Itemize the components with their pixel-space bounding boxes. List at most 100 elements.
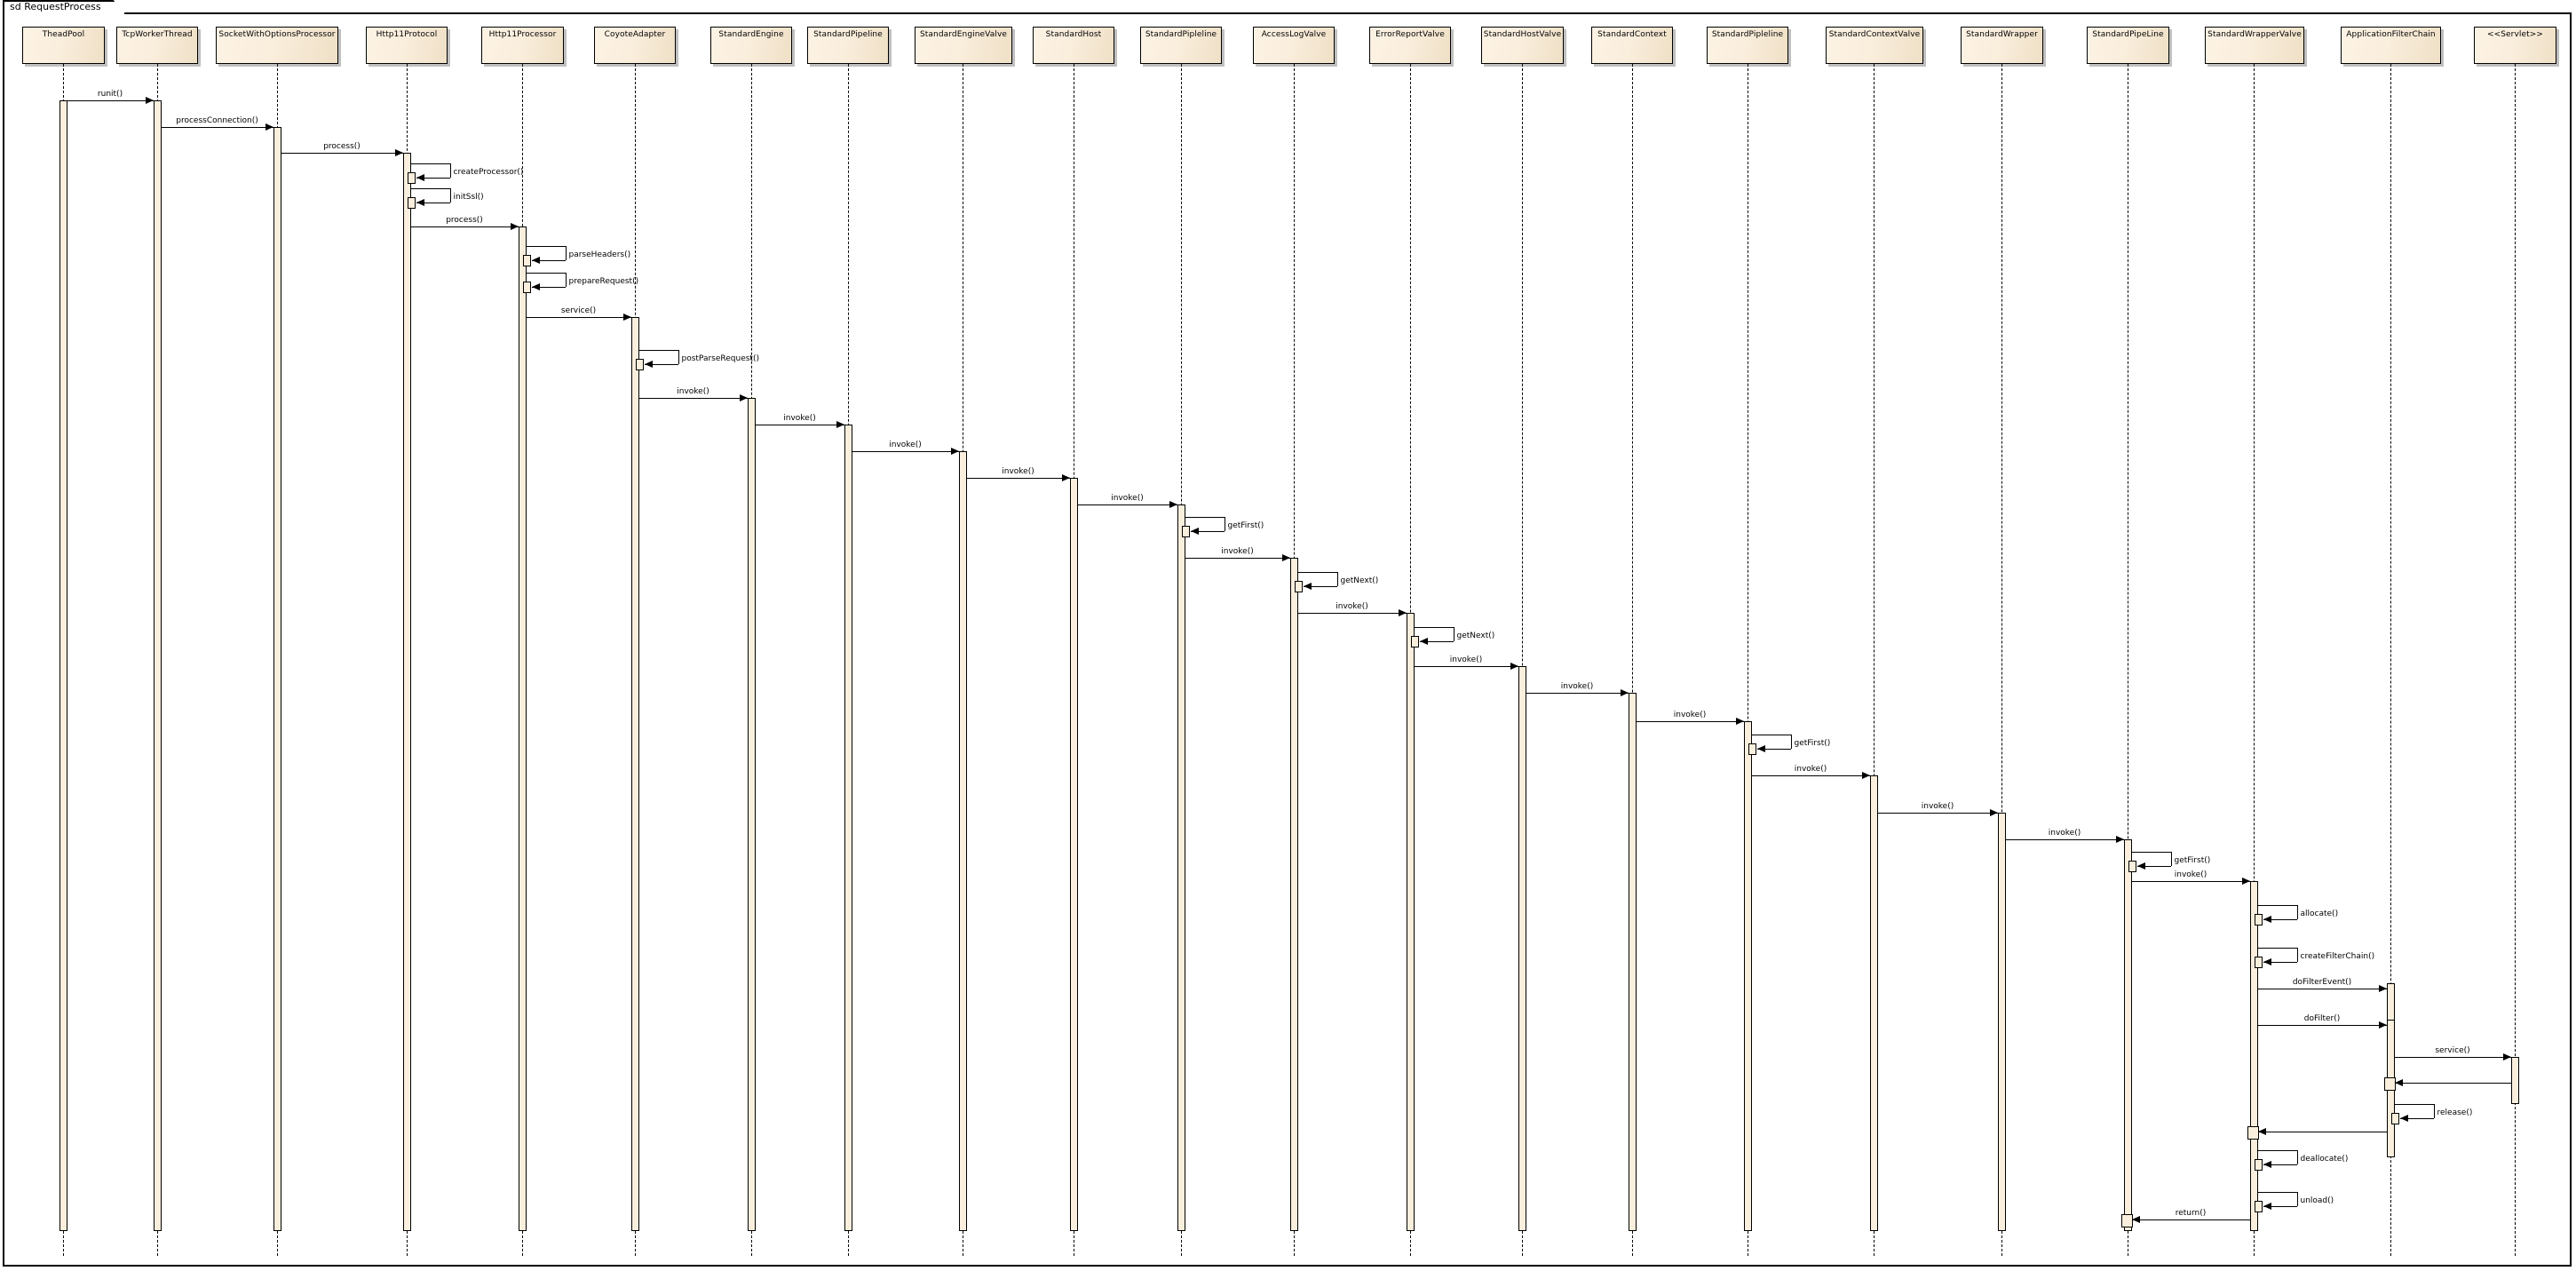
lifeline-head-ll15[interactable]: StandardPipleline (1707, 27, 1788, 64)
message-getnext-18-bottom (1303, 586, 1337, 587)
lifeline-head-ll21[interactable]: <<Servlet>> (2474, 27, 2556, 64)
message-deallocate-38-nested-activation (2255, 1159, 2263, 1171)
activation-bar-ll18 (2123, 839, 2132, 1231)
message-return-40-label: return() (2175, 1209, 2207, 1218)
message-invoke-19-arrowhead (1398, 608, 1407, 616)
message-preparerequest-8-arrowhead (531, 282, 540, 290)
message-return-37-receive-activation (2247, 1126, 2259, 1140)
message-preparerequest-8-bottom (531, 287, 566, 288)
message-unload-39-top (2257, 1192, 2297, 1193)
activation-bar-ll9 (1069, 478, 1078, 1231)
lifeline-head-ll16[interactable]: StandardContextValve (1826, 27, 1923, 64)
message-invoke-14-arrowhead (1061, 473, 1070, 481)
lifeline-head-ll14[interactable]: StandardContext (1591, 27, 1673, 64)
activation-bar-ll0 (59, 100, 67, 1231)
lifeline-name-label: Http11Protocol (376, 30, 438, 39)
lifeline-head-ll6[interactable]: StandardEngine (710, 27, 792, 64)
frame-label-tab: sd RequestProcess (3, 0, 126, 14)
message-getnext-18-right (1336, 572, 1338, 586)
lifeline-head-ll3[interactable]: Http11Protocol (366, 27, 448, 64)
activation-bar-ll15 (1743, 721, 1752, 1231)
activation-bar-ll12 (1406, 613, 1415, 1231)
message-process-6-label: process() (446, 216, 483, 225)
message-getnext-20-nested-activation (1411, 636, 1419, 647)
message-getfirst-24-nested-activation (1748, 743, 1756, 755)
lifeline-name-label: TcpWorkerThread (122, 30, 193, 39)
message-allocate-30-nested-activation (2255, 914, 2263, 925)
message-getfirst-16-bottom (1190, 531, 1225, 532)
message-initssl-5-top (410, 188, 450, 189)
message-allocate-30-arrowhead (2263, 915, 2271, 923)
message-getnext-20-label: getNext() (1456, 632, 1495, 640)
lifeline-head-ll7[interactable]: StandardPipeline (807, 27, 889, 64)
lifeline-head-ll18[interactable]: StandardPipeLine (2087, 27, 2169, 64)
message-createprocessor-4-nested-activation (408, 172, 416, 184)
lifeline-head-ll4[interactable]: Http11Processor (481, 27, 564, 64)
lifeline-name-label: CoyoteAdapter (604, 30, 666, 39)
message-process-6-line (410, 226, 519, 227)
message-getfirst-28-top (2131, 852, 2171, 853)
lifeline-head-ll17[interactable]: StandardWrapper (1961, 27, 2043, 64)
lifeline-head-ll5[interactable]: CoyoteAdapter (594, 27, 676, 64)
message-invoke-23-line (1636, 721, 1744, 722)
message-postparserequest-10-top (638, 350, 678, 351)
message-getfirst-28-bottom (2136, 866, 2171, 867)
message-getnext-18-arrowhead (1303, 582, 1312, 590)
message-postparserequest-10-arrowhead (644, 360, 653, 368)
activation-bar-ll7 (844, 425, 852, 1231)
message-service-34-label: service() (2435, 1046, 2470, 1055)
lifeline-head-ll0[interactable]: TheadPool (22, 27, 105, 64)
message-getfirst-24-bottom (1756, 749, 1791, 750)
lifeline-head-ll20[interactable]: ApplicationFilterChain (2341, 27, 2441, 64)
message-service-9-arrowhead (622, 313, 631, 321)
activation-bar-ll21 (2510, 1057, 2519, 1104)
message-allocate-30-right (2296, 905, 2298, 919)
message-parseheaders-7-label: parseHeaders() (568, 250, 631, 259)
message-invoke-29-arrowhead (2241, 877, 2250, 885)
lifeline-head-ll13[interactable]: StandardHostValve (1481, 27, 1564, 64)
message-parseheaders-7-arrowhead (531, 256, 540, 264)
message-getfirst-24-right (1790, 735, 1792, 749)
activation-bar-ll4 (518, 226, 527, 1231)
message-dofilter-33-label: doFilter() (2303, 1014, 2341, 1023)
lifeline-line-ll13 (1522, 64, 1523, 1256)
message-process-3-label: process() (323, 142, 361, 151)
message-invoke-25-arrowhead (1861, 771, 1870, 779)
lifeline-head-ll1[interactable]: TcpWorkerThread (116, 27, 198, 64)
lifeline-line-ll17 (2001, 64, 2002, 1256)
message-deallocate-38-top (2257, 1150, 2297, 1151)
message-service-9-label: service() (560, 306, 597, 315)
lifeline-head-ll10[interactable]: StandardPipleline (1140, 27, 1222, 64)
message-getfirst-16-top (1185, 517, 1225, 518)
message-createfilterchain-31-label: createFilterChain() (2300, 952, 2375, 961)
lifeline-head-ll2[interactable]: SocketWithOptionsProcessor (216, 27, 338, 64)
message-processconnection-2-label: processConnection() (176, 116, 258, 125)
message-createprocessor-4-label: createProcessor() (453, 168, 524, 177)
lifeline-name-label: StandardHostValve (1483, 30, 1562, 39)
lifeline-head-ll8[interactable]: StandardEngineValve (915, 27, 1012, 64)
lifeline-name-label: StandardHost (1045, 30, 1102, 39)
lifeline-head-ll9[interactable]: StandardHost (1033, 27, 1114, 64)
lifeline-name-label: ApplicationFilterChain (2346, 30, 2436, 39)
message-deallocate-38-bottom (2263, 1164, 2297, 1165)
message-invoke-13-line (852, 451, 959, 452)
activation-bar-ll11 (1289, 558, 1298, 1231)
message-createfilterchain-31-right (2296, 948, 2298, 962)
message-deallocate-38-label: deallocate() (2300, 1155, 2349, 1164)
lifeline-head-ll11[interactable]: AccessLogValve (1253, 27, 1335, 64)
lifeline-head-ll19[interactable]: StandardWrapperValve (2205, 27, 2304, 64)
activation-bar-ll19 (2249, 881, 2258, 1231)
message-deallocate-38-arrowhead (2263, 1160, 2271, 1168)
activation-bar-ll2 (273, 127, 281, 1231)
message-invoke-26-arrowhead (1989, 808, 1998, 816)
message-process-3-arrowhead (394, 148, 403, 156)
message-invoke-21-arrowhead (1510, 662, 1518, 670)
message-preparerequest-8-top (526, 273, 566, 274)
message-processconnection-2-line (161, 127, 273, 128)
message-createfilterchain-31-nested-activation (2255, 957, 2263, 968)
message-runit-1-label: runit() (97, 90, 123, 99)
message-unload-39-right (2296, 1192, 2298, 1206)
lifeline-head-ll12[interactable]: ErrorReportValve (1369, 27, 1451, 64)
message-runit-1-line (67, 100, 154, 101)
message-deallocate-38-right (2296, 1150, 2298, 1164)
